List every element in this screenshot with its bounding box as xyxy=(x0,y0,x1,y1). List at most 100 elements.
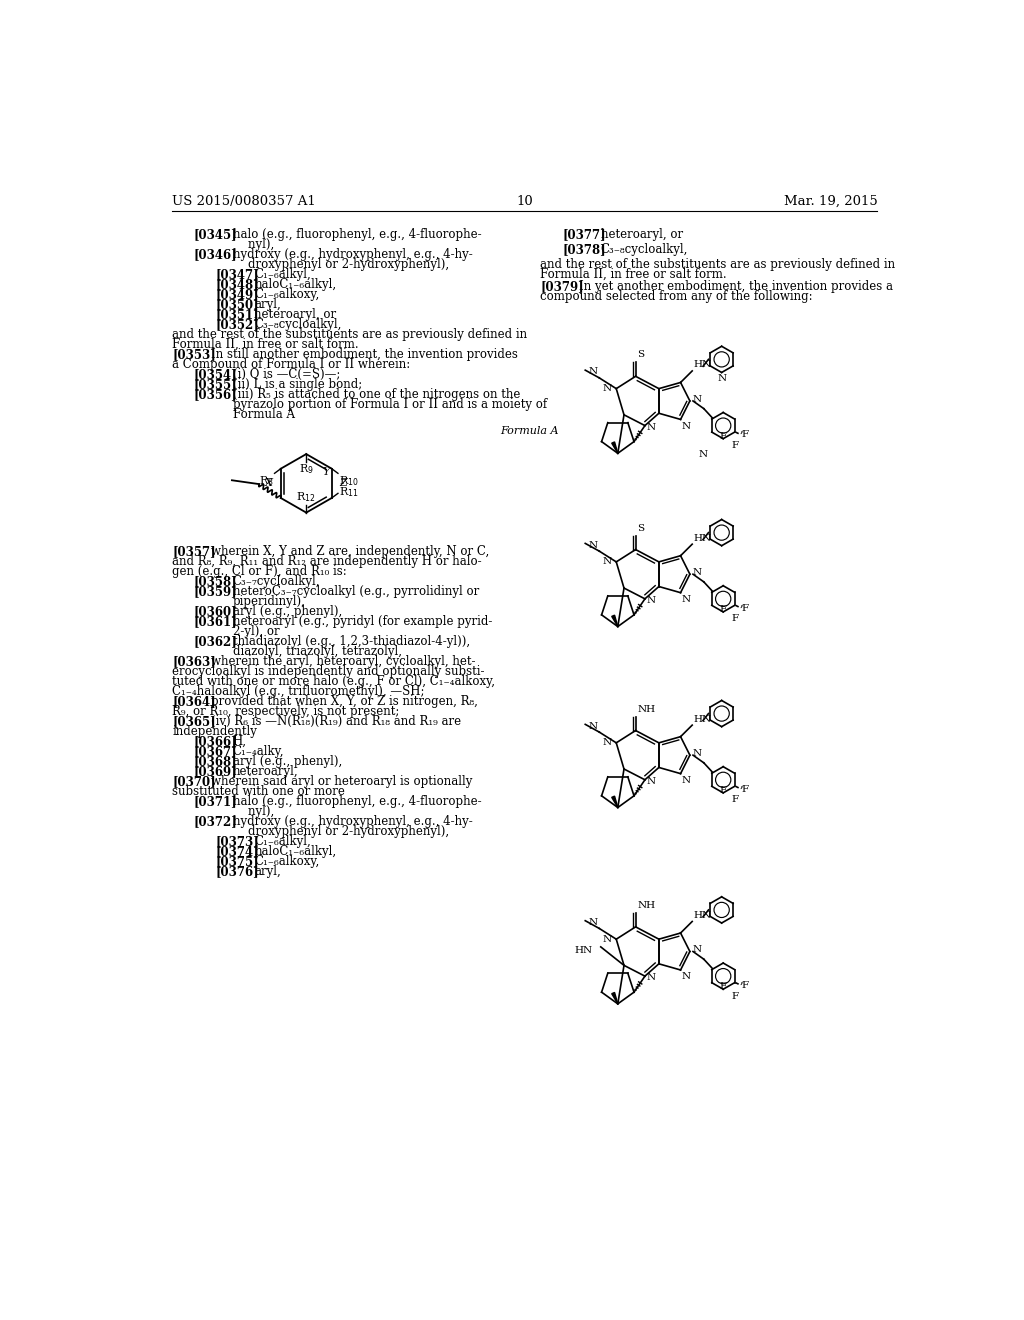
Text: NH: NH xyxy=(637,705,655,714)
Text: heteroC₃₋₇cycloalkyl (e.g., pyrrolidinyl or: heteroC₃₋₇cycloalkyl (e.g., pyrrolidinyl… xyxy=(232,585,479,598)
Text: [0371]: [0371] xyxy=(194,795,238,808)
Text: N: N xyxy=(602,557,611,566)
Text: F: F xyxy=(720,982,727,991)
Text: pyrazolo portion of Formula I or II and is a moiety of: pyrazolo portion of Formula I or II and … xyxy=(232,397,547,411)
Text: HN: HN xyxy=(693,533,712,543)
Text: [0359]: [0359] xyxy=(194,585,238,598)
Text: independently: independently xyxy=(172,725,257,738)
Text: [0366]: [0366] xyxy=(194,735,238,748)
Text: F: F xyxy=(741,784,749,793)
Text: F: F xyxy=(741,981,749,990)
Text: heteroaryl, or: heteroaryl, or xyxy=(601,227,683,240)
Text: X: X xyxy=(265,478,273,488)
Text: wherein said aryl or heteroaryl is optionally: wherein said aryl or heteroaryl is optio… xyxy=(211,775,472,788)
Text: N: N xyxy=(681,422,690,430)
Text: [0346]: [0346] xyxy=(194,248,238,261)
Text: Formula A: Formula A xyxy=(500,425,558,436)
Text: F: F xyxy=(731,441,738,450)
Polygon shape xyxy=(611,615,617,627)
Text: C₃₋₈cycloalkyl,: C₃₋₈cycloalkyl, xyxy=(601,243,688,256)
Text: F: F xyxy=(731,614,738,623)
Text: [0345]: [0345] xyxy=(194,227,238,240)
Text: compound selected from any of the following:: compound selected from any of the follow… xyxy=(541,290,813,302)
Text: R$_{11}$: R$_{11}$ xyxy=(339,486,358,499)
Text: heteroaryl (e.g., pyridyl (for example pyrid-: heteroaryl (e.g., pyridyl (for example p… xyxy=(232,615,492,628)
Text: [0379]: [0379] xyxy=(541,280,584,293)
Text: S: S xyxy=(637,524,644,533)
Text: [0349]: [0349] xyxy=(216,288,259,301)
Text: aryl (e.g., phenyl),: aryl (e.g., phenyl), xyxy=(232,755,342,768)
Text: C₁₋₄haloalkyl (e.g., trifluoromethyl), —SH;: C₁₋₄haloalkyl (e.g., trifluoromethyl), —… xyxy=(172,685,425,698)
Text: F: F xyxy=(720,605,727,614)
Text: substituted with one or more: substituted with one or more xyxy=(172,785,345,799)
Text: [0365]: [0365] xyxy=(172,715,216,729)
Text: [0353]: [0353] xyxy=(172,348,216,360)
Text: hydroxy (e.g., hydroxyphenyl, e.g., 4-hy-: hydroxy (e.g., hydroxyphenyl, e.g., 4-hy… xyxy=(232,816,472,828)
Text: F: F xyxy=(720,432,727,441)
Text: nyl),: nyl), xyxy=(232,805,273,818)
Text: US 2015/0080357 A1: US 2015/0080357 A1 xyxy=(172,194,316,207)
Text: [0373]: [0373] xyxy=(216,836,259,849)
Text: [0347]: [0347] xyxy=(216,268,259,281)
Text: Mar. 19, 2015: Mar. 19, 2015 xyxy=(783,194,878,207)
Text: [0358]: [0358] xyxy=(194,576,238,587)
Text: HN: HN xyxy=(693,911,712,920)
Text: C₁₋₆alkoxy,: C₁₋₆alkoxy, xyxy=(254,288,319,301)
Text: N: N xyxy=(692,750,701,758)
Text: hydroxy (e.g., hydroxyphenyl, e.g., 4-hy-: hydroxy (e.g., hydroxyphenyl, e.g., 4-hy… xyxy=(232,248,472,261)
Text: [0348]: [0348] xyxy=(216,277,259,290)
Text: haloC₁₋₆alkyl,: haloC₁₋₆alkyl, xyxy=(254,277,337,290)
Text: halo (e.g., fluorophenyl, e.g., 4-fluorophe-: halo (e.g., fluorophenyl, e.g., 4-fluoro… xyxy=(232,227,481,240)
Text: HN: HN xyxy=(574,946,593,956)
Text: C₁₋₆alkoxy,: C₁₋₆alkoxy, xyxy=(254,855,319,869)
Text: and the rest of the substituents are as previously defined in: and the rest of the substituents are as … xyxy=(541,257,895,271)
Text: [0357]: [0357] xyxy=(172,545,216,558)
Polygon shape xyxy=(611,796,617,808)
Text: Y: Y xyxy=(323,467,331,477)
Text: (i) Q is —C(=S)—;: (i) Q is —C(=S)—; xyxy=(232,368,340,381)
Text: N: N xyxy=(646,422,655,432)
Text: F: F xyxy=(720,787,727,795)
Text: aryl,: aryl, xyxy=(254,866,281,878)
Text: N: N xyxy=(692,568,701,577)
Text: [0351]: [0351] xyxy=(216,308,259,321)
Text: gen (e.g., Cl or F), and R₁₀ is:: gen (e.g., Cl or F), and R₁₀ is: xyxy=(172,565,347,578)
Text: [0370]: [0370] xyxy=(172,775,216,788)
Text: Formula A: Formula A xyxy=(232,408,295,421)
Text: R$_8$: R$_8$ xyxy=(259,474,273,488)
Text: HN: HN xyxy=(693,714,712,723)
Text: R$_{10}$: R$_{10}$ xyxy=(339,474,358,488)
Text: [0375]: [0375] xyxy=(216,855,259,869)
Text: and the rest of the substituents are as previously defined in: and the rest of the substituents are as … xyxy=(172,327,527,341)
Text: N: N xyxy=(589,367,598,376)
Text: [0369]: [0369] xyxy=(194,766,238,779)
Text: provided that when X, Y, or Z is nitrogen, R₈,: provided that when X, Y, or Z is nitroge… xyxy=(211,696,478,708)
Text: [0376]: [0376] xyxy=(216,866,259,878)
Text: halo (e.g., fluorophenyl, e.g., 4-fluorophe-: halo (e.g., fluorophenyl, e.g., 4-fluoro… xyxy=(232,795,481,808)
Text: R$_9$: R$_9$ xyxy=(299,462,313,477)
Text: [0356]: [0356] xyxy=(194,388,238,401)
Text: N: N xyxy=(589,722,598,730)
Text: C₁₋₆alkyl,: C₁₋₆alkyl, xyxy=(254,268,311,281)
Text: [0367]: [0367] xyxy=(194,744,238,758)
Text: N: N xyxy=(692,395,701,404)
Text: ,: , xyxy=(739,973,743,986)
Text: aryl,: aryl, xyxy=(254,298,281,310)
Text: a Compound of Formula I or II wherein:: a Compound of Formula I or II wherein: xyxy=(172,358,411,371)
Text: [0360]: [0360] xyxy=(194,605,238,618)
Text: tuted with one or more halo (e.g., F or Cl), C₁₋₄alkoxy,: tuted with one or more halo (e.g., F or … xyxy=(172,675,496,688)
Text: [0378]: [0378] xyxy=(562,243,605,256)
Text: [0377]: [0377] xyxy=(562,227,605,240)
Text: F: F xyxy=(731,795,738,804)
Text: In yet another embodiment, the invention provides a: In yet another embodiment, the invention… xyxy=(579,280,893,293)
Text: ,: , xyxy=(739,422,743,436)
Text: N: N xyxy=(681,776,690,785)
Text: [0355]: [0355] xyxy=(194,378,238,391)
Text: F: F xyxy=(741,603,749,612)
Text: wherein X, Y and Z are, independently, N or C,: wherein X, Y and Z are, independently, N… xyxy=(211,545,489,558)
Polygon shape xyxy=(611,442,617,453)
Text: ,: , xyxy=(739,776,743,789)
Text: F: F xyxy=(741,430,749,440)
Text: 10: 10 xyxy=(516,194,534,207)
Text: HN: HN xyxy=(693,360,712,370)
